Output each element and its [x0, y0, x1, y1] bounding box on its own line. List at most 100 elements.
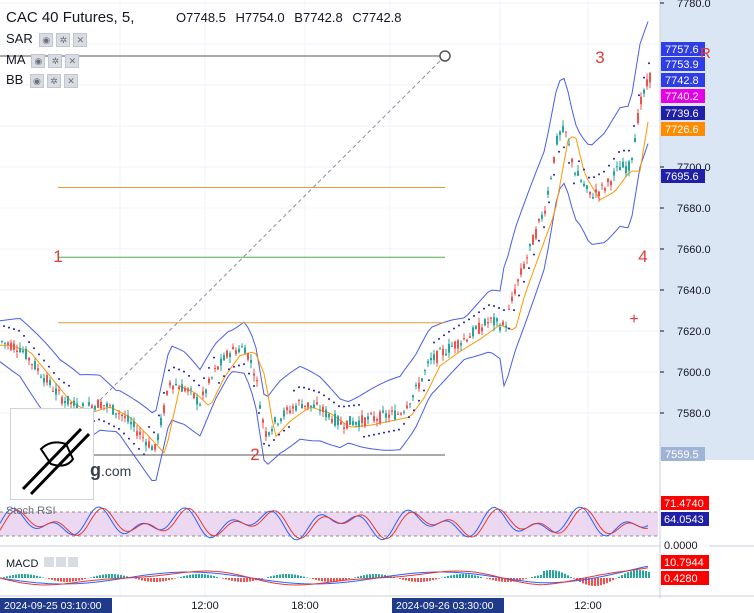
- macd-histogram-bar: [39, 576, 41, 578]
- candle: [604, 186, 606, 194]
- candle-body: [484, 319, 486, 326]
- candle: [334, 409, 336, 428]
- sar-dot: [103, 420, 105, 423]
- macd-histogram-bar: [270, 576, 272, 578]
- macd-histogram-bar: [480, 576, 482, 578]
- macd-histogram-bar: [69, 578, 71, 582]
- candle: [358, 416, 360, 432]
- candle-body: [376, 419, 378, 421]
- candle: [364, 416, 366, 429]
- macd-histogram-bar: [606, 578, 608, 584]
- candle: [208, 376, 210, 386]
- sar-dot: [188, 374, 190, 377]
- candle-body: [247, 353, 249, 360]
- sar-dot: [23, 334, 25, 337]
- macd-histogram-bar: [345, 578, 347, 580]
- candle-body: [592, 197, 594, 199]
- sar-dot: [528, 267, 530, 270]
- candle: [526, 254, 528, 265]
- macd-histogram-bar: [231, 578, 233, 581]
- macd-histogram-bar: [303, 576, 305, 578]
- candle: [385, 409, 387, 423]
- candle-body: [604, 188, 606, 191]
- macd-badge-bg: [661, 555, 709, 569]
- candle: [307, 402, 309, 411]
- rsi-badge-label: 71.4740: [664, 498, 704, 510]
- indicator-ma[interactable]: MA ◉ ✲ ✕: [6, 52, 80, 68]
- close-icon[interactable]: ✕: [73, 32, 88, 47]
- sar-dot: [118, 427, 120, 430]
- candle-body: [340, 421, 342, 425]
- candle-body: [487, 322, 489, 324]
- candle-body: [511, 296, 513, 302]
- eye-icon[interactable]: ◉: [39, 32, 54, 47]
- candle: [175, 378, 177, 386]
- gear-icon[interactable]: ✲: [46, 73, 61, 88]
- sar-dot: [38, 353, 40, 356]
- macd-histogram-bar: [531, 577, 533, 578]
- candle-body: [22, 350, 24, 353]
- macd-histogram-bar: [249, 578, 251, 582]
- candle-body: [313, 404, 315, 408]
- candle-body: [214, 367, 216, 370]
- candle: [475, 324, 477, 330]
- gear-icon[interactable]: [56, 557, 67, 567]
- price-badge: 7726.6: [661, 122, 705, 136]
- sar-dot: [428, 379, 430, 382]
- candle-body: [133, 421, 135, 427]
- macd-histogram-bar: [507, 578, 509, 582]
- candle: [235, 347, 237, 356]
- macd-histogram-bar: [108, 574, 110, 578]
- candle: [40, 373, 42, 379]
- macd-histogram-bar: [9, 575, 11, 578]
- candle-body: [277, 423, 279, 425]
- candle-body: [556, 136, 558, 145]
- candle-body: [490, 317, 492, 319]
- candle: [541, 211, 543, 222]
- candle-body: [544, 210, 546, 214]
- candle: [328, 413, 330, 421]
- candle-body: [547, 190, 549, 195]
- sar-dot: [248, 372, 250, 375]
- candle-body: [199, 404, 201, 406]
- candle-body: [124, 416, 126, 419]
- indicator-sar[interactable]: SAR ◉ ✲ ✕: [6, 31, 88, 47]
- eye-icon[interactable]: ◉: [31, 53, 46, 68]
- sar-dot: [603, 170, 605, 173]
- macd-histogram-bar: [570, 576, 572, 578]
- eye-icon[interactable]: ◉: [29, 73, 44, 88]
- gear-icon[interactable]: ✲: [48, 53, 63, 68]
- macd-histogram-bar: [630, 571, 632, 578]
- close-icon[interactable]: ✕: [63, 73, 78, 88]
- close-icon[interactable]: ✕: [65, 53, 80, 68]
- candle-body: [505, 325, 507, 328]
- macd-histogram-bar: [21, 574, 23, 578]
- candle-body: [64, 400, 66, 404]
- sar-dot: [33, 347, 35, 350]
- candle-body: [586, 185, 588, 190]
- macd-label[interactable]: MACD: [6, 557, 79, 570]
- macd-histogram-bar: [408, 578, 410, 582]
- candle-body: [346, 420, 348, 429]
- candle: [112, 404, 114, 416]
- macd-histogram-bar: [234, 578, 236, 582]
- price-badge-label: 7726.6: [665, 124, 699, 136]
- sar-dot: [473, 314, 475, 317]
- candle: [538, 218, 540, 224]
- eye-icon[interactable]: [44, 557, 55, 567]
- indicator-bb[interactable]: BB ◉ ✲ ✕: [6, 72, 78, 88]
- candle-body: [520, 268, 522, 275]
- annotation-label: 1: [53, 247, 62, 266]
- close-icon[interactable]: [68, 557, 79, 567]
- candle: [49, 377, 51, 388]
- candle-body: [577, 171, 579, 176]
- macd-histogram-bar: [336, 578, 338, 582]
- crosshair-marker: +: [629, 311, 638, 328]
- price-badge-label: 7753.9: [665, 59, 699, 71]
- candle-body: [643, 89, 645, 94]
- gear-icon[interactable]: ✲: [56, 32, 71, 47]
- candle-body: [307, 402, 309, 408]
- candle: [7, 340, 9, 350]
- macd-histogram-bar: [459, 574, 461, 578]
